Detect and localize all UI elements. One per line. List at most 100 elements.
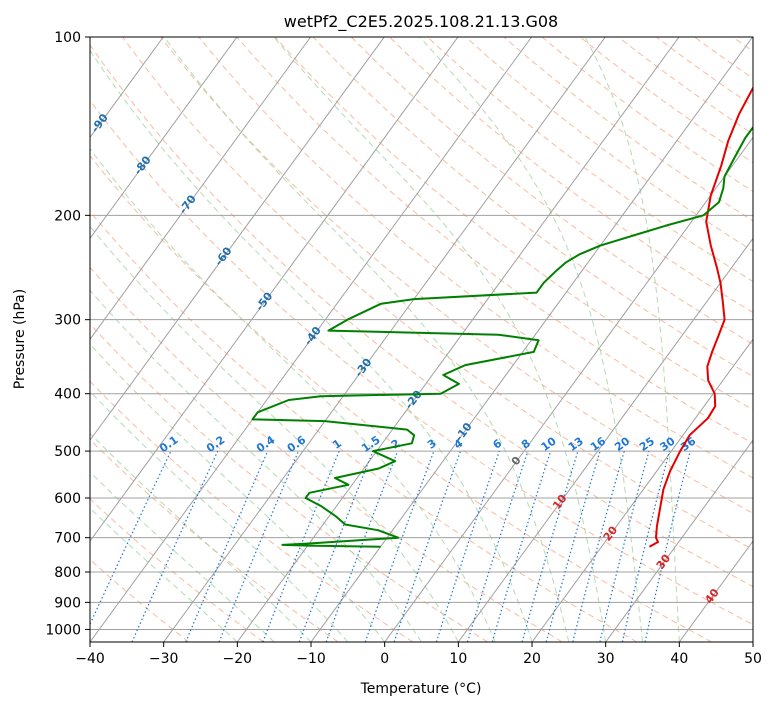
mixing-ratio-label: 1.5 — [359, 433, 382, 455]
mixing-ratio-line — [185, 450, 269, 642]
mixing-ratio-line — [393, 450, 462, 642]
isotherm-label: -30 — [352, 356, 375, 380]
isotherm-line — [90, 37, 459, 542]
isotherm-line — [90, 37, 238, 240]
mixing-ratio-line — [599, 450, 650, 642]
y-tick-label: 300 — [54, 313, 81, 329]
y-tick-label: 900 — [54, 595, 81, 611]
mixing-ratio-line — [435, 450, 500, 642]
moist-adiabat-line — [90, 343, 386, 642]
x-tick-label: −10 — [296, 651, 326, 667]
isotherm-label: 20 — [601, 523, 621, 543]
isotherm-line — [678, 540, 753, 642]
y-tick-label: 400 — [54, 387, 81, 403]
mixing-ratio-label: 0.4 — [254, 433, 278, 455]
x-tick-label: 30 — [597, 651, 615, 667]
moist-adiabat-line — [90, 471, 275, 642]
isotherm-label: 40 — [702, 586, 722, 606]
isotherm-label: -60 — [212, 244, 235, 268]
x-tick-label: 20 — [523, 651, 541, 667]
isotherm-line — [90, 37, 312, 341]
mixing-ratio-line — [298, 450, 374, 642]
dry-adiabat-line — [90, 380, 414, 642]
mixing-ratio-line — [521, 450, 579, 642]
isotherm-line — [457, 237, 753, 642]
isotherm-line — [531, 338, 753, 642]
isotherm-line — [236, 37, 680, 642]
isotherm-label: -80 — [131, 153, 154, 177]
dry-adiabat-line — [732, 37, 753, 52]
dewpoint-profile-line — [251, 125, 753, 548]
dry-adiabat-line — [90, 498, 264, 642]
mixing-ratio-line — [572, 450, 625, 642]
y-tick-label: 100 — [54, 30, 81, 46]
mixing-ratio-line — [262, 450, 340, 642]
isotherm-line — [752, 641, 753, 642]
y-axis-label: Pressure (hPa) — [12, 289, 28, 389]
dry-adiabat-line — [90, 210, 638, 642]
dry-adiabat-line — [503, 37, 753, 222]
x-tick-label: 50 — [744, 651, 762, 667]
moist-adiabat-line — [90, 390, 349, 642]
plot-frame — [89, 36, 754, 643]
mixing-ratio-label: 2 — [389, 437, 403, 452]
dry-adiabat-line — [350, 37, 753, 345]
plot-area: 0.1 0.2 0.4 0.6 1 1.5 2 3 4 6 8 10 13 16 20 25 30 36-100-… — [49, 37, 775, 642]
dry-adiabat-line — [236, 37, 753, 445]
dry-adiabat-line — [90, 154, 712, 642]
y-tick-label: 200 — [54, 208, 81, 224]
y-tick-label: 1000 — [45, 622, 81, 638]
moist-adiabat-line — [584, 37, 680, 642]
mixing-ratio-label: 0.6 — [285, 433, 309, 455]
y-tick-label: 600 — [54, 491, 81, 507]
y-tick-label: 700 — [54, 531, 81, 547]
x-axis: −40 −30 −20 −10 0 10 20 30 40 50 — [75, 642, 762, 667]
moist-adiabat-line — [90, 148, 496, 642]
mixing-ratio-label: 6 — [490, 436, 504, 451]
moist-adiabat-line — [90, 49, 533, 642]
isotherm-label: -90 — [89, 111, 112, 135]
isotherm-line — [90, 37, 385, 442]
isotherm-label: -20 — [402, 388, 425, 412]
dry-adiabat-line — [465, 37, 753, 252]
y-axis: 100 200 300 400 500 600 700 800 900 1000 — [45, 30, 90, 638]
isotherm-label: -70 — [177, 192, 200, 216]
x-tick-label: −20 — [223, 651, 253, 667]
y-tick-label: 500 — [54, 444, 81, 460]
dry-adiabat-line — [694, 37, 753, 80]
dry-adiabat-line — [274, 37, 753, 411]
mixing-ratio-line — [466, 450, 529, 642]
isotherm-line — [605, 439, 753, 642]
mixing-ratio-line — [325, 450, 399, 642]
x-axis-label: Temperature (°C) — [360, 681, 482, 697]
isotherm-line — [163, 37, 606, 642]
mixing-ratio-line — [131, 450, 219, 642]
isotherm-label: 0 — [509, 454, 524, 468]
mixing-ratio-line — [218, 450, 300, 642]
chart-title: wetPf2_C2E5.2025.108.21.13.G08 — [284, 12, 558, 32]
mixing-ratio-line — [90, 450, 172, 626]
moist-adiabat-line — [163, 37, 570, 642]
y-tick-label: 800 — [54, 565, 81, 581]
isotherm-label: -100 — [49, 57, 76, 87]
dry-adiabat-line — [541, 37, 753, 193]
x-tick-label: −40 — [75, 651, 105, 667]
isotherm-line — [90, 37, 533, 642]
x-tick-label: 40 — [670, 651, 688, 667]
x-tick-label: 10 — [449, 651, 467, 667]
isotherm-label: -40 — [302, 324, 325, 348]
dry-adiabat-line — [90, 44, 753, 588]
dry-adiabat-line — [771, 37, 775, 642]
mixing-ratio-line — [545, 450, 601, 642]
mixing-ratio-label: 3 — [425, 437, 439, 452]
dry-adiabat-line — [122, 37, 753, 551]
dry-adiabat-line — [617, 37, 753, 135]
moist-adiabat-line — [90, 289, 422, 642]
dry-adiabat-line — [160, 37, 753, 514]
moist-adiabat-line — [273, 37, 607, 642]
dry-adiabat-line — [427, 37, 753, 283]
mixing-ratio-line — [491, 450, 552, 642]
mixing-ratio-label: 0.1 — [157, 433, 180, 455]
isotherm-label: 10 — [550, 492, 570, 512]
